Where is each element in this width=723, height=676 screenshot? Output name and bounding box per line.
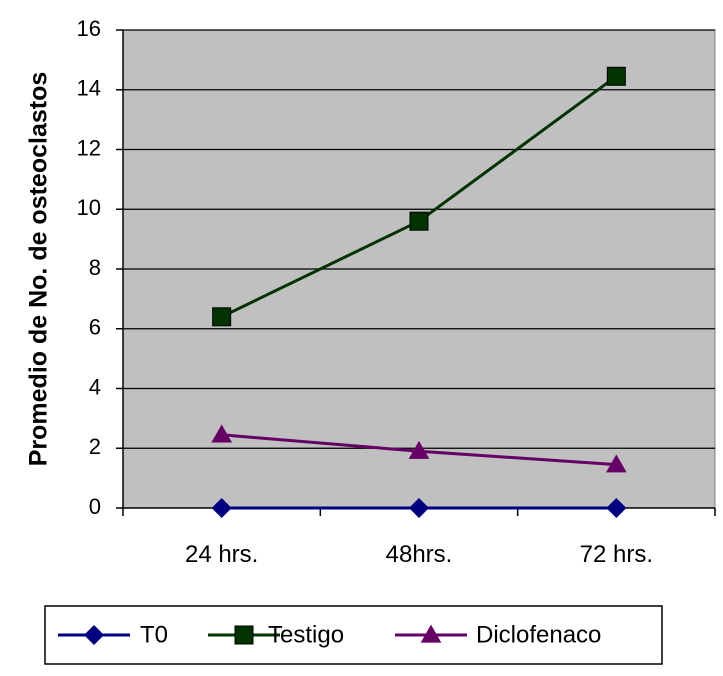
y-tick-label: 14 bbox=[77, 76, 101, 101]
legend-entry: Testigo bbox=[208, 621, 344, 648]
diamond-marker bbox=[409, 498, 429, 518]
series-diclofenaco bbox=[211, 424, 627, 473]
square-marker bbox=[409, 211, 429, 231]
square-marker bbox=[606, 66, 626, 86]
y-tick-label: 10 bbox=[77, 195, 101, 220]
gridlines bbox=[123, 29, 715, 449]
square-marker bbox=[234, 625, 254, 645]
diamond-marker bbox=[84, 625, 104, 645]
triangle-marker bbox=[408, 440, 430, 459]
y-tick-label: 4 bbox=[89, 374, 101, 399]
series-testigo bbox=[212, 66, 626, 327]
x-tick-label: 24 hrs. bbox=[185, 541, 258, 568]
triangle-marker bbox=[605, 454, 627, 473]
x-tick-labels: 24 hrs. 48hrs. 72 hrs. bbox=[122, 508, 716, 568]
legend-entry: T0 bbox=[58, 621, 168, 648]
diamond-marker bbox=[606, 498, 627, 518]
y-tick-label: 16 bbox=[77, 16, 101, 41]
x-tick-label: 72 hrs. bbox=[580, 541, 653, 568]
square-marker bbox=[212, 307, 232, 327]
legend-box bbox=[44, 605, 663, 665]
data-series bbox=[211, 66, 627, 518]
legend-entry: Diclofenaco bbox=[395, 621, 601, 648]
y-tick-label: 2 bbox=[89, 434, 101, 459]
legend-label: Diclofenaco bbox=[476, 621, 601, 648]
y-axis-label: Promedio de No. de osteoclastos bbox=[25, 72, 53, 467]
legend-label: Testigo bbox=[268, 621, 344, 648]
legend-label: T0 bbox=[140, 621, 168, 648]
y-tick-label: 6 bbox=[89, 315, 101, 340]
diamond-marker bbox=[211, 498, 232, 518]
y-tick-label: 0 bbox=[89, 494, 101, 519]
y-tick-label: 8 bbox=[89, 255, 101, 280]
legend: T0 Testigo Diclofenaco bbox=[44, 605, 663, 665]
triangle-marker bbox=[420, 624, 442, 643]
triangle-marker bbox=[211, 424, 233, 443]
x-tick-label: 48hrs. bbox=[386, 541, 453, 568]
series-t0 bbox=[211, 498, 627, 518]
y-tick-label: 12 bbox=[77, 135, 101, 160]
y-tick-labels: 0 2 4 6 8 10 12 14 16 bbox=[77, 16, 123, 519]
